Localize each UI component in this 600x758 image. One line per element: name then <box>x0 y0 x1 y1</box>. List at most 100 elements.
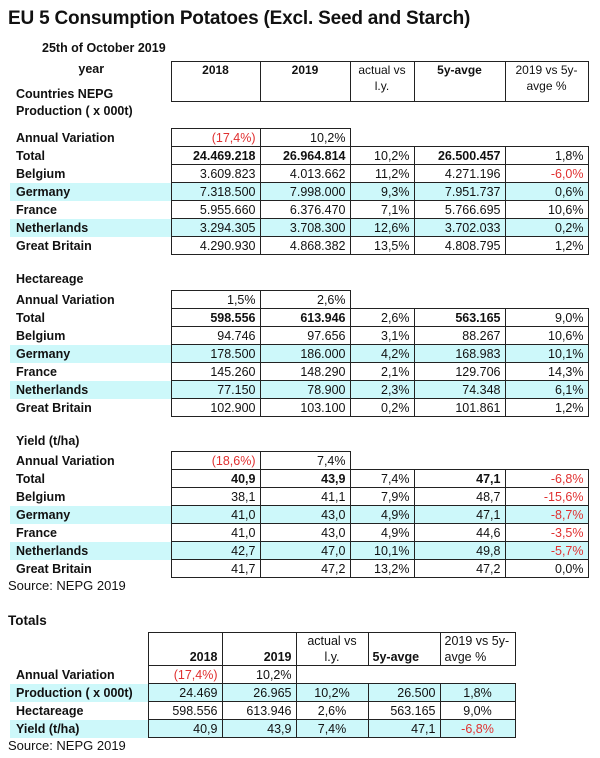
empty-cell <box>350 129 414 147</box>
value-cell: 10,2% <box>295 683 369 702</box>
header-cell: actual vs l.y. <box>349 61 415 102</box>
empty-cell <box>350 291 414 309</box>
empty-cell <box>440 666 515 684</box>
header-cell: 2019 <box>221 632 297 666</box>
table-row: Hectareage 598.556 613.946 2,6% 563.165 9,0% <box>10 701 516 720</box>
header-label: year <box>78 61 105 76</box>
main-header: year 2018 2019 actual vs l.y. 5y-avge 2019 vs… <box>10 61 589 102</box>
row-label: Belgium <box>16 328 66 343</box>
table-row: Germany 41,0 43,0 4,9% 47,1 -8,7% <box>10 505 589 524</box>
table-row: Belgium 94.746 97.656 3,1% 88.267 10,6% <box>10 326 589 345</box>
value-cell: 48,7 <box>413 487 506 506</box>
value-cell: 14,3% <box>504 362 589 381</box>
value-cell: 44,6 <box>413 523 506 542</box>
header-cell: actual vs l.y. <box>295 632 369 666</box>
row-label: Annual Variation <box>16 292 115 307</box>
value-cell: 0,2% <box>504 218 589 237</box>
value-cell: 94.746 <box>170 326 261 345</box>
data-table: Annual Variation (17,4%) 10,2% Total 24.469.… <box>10 128 589 255</box>
row-label: Belgium <box>16 166 66 181</box>
value-cell: 77.150 <box>170 380 261 399</box>
value-cell: -3,5% <box>504 523 589 542</box>
value-cell: 1,2% <box>504 398 589 417</box>
section-title: Hectareage <box>16 272 84 286</box>
row-label: Total <box>16 310 45 325</box>
value-cell: 3.294.305 <box>170 218 261 237</box>
value-cell: 103.100 <box>259 398 351 417</box>
header-cell: 5y-avge <box>413 61 506 102</box>
value-cell: 0,0% <box>504 559 589 578</box>
page-title: EU 5 Consumption Potatoes (Excl. Seed an… <box>8 8 471 29</box>
value-cell: 24.469 <box>147 683 223 702</box>
value-cell: 148.290 <box>259 362 351 381</box>
row-label: Total <box>16 148 45 163</box>
table-row: Belgium 38,1 41,1 7,9% 48,7 -15,6% <box>10 487 589 506</box>
value-cell: 6.376.470 <box>259 200 351 219</box>
row-label: France <box>16 202 57 217</box>
row-label: Germany <box>10 344 171 363</box>
value-cell: 3,1% <box>349 326 415 345</box>
row-label: Great Britain <box>16 238 92 253</box>
row-label: Production ( x 000t) <box>10 683 148 702</box>
value-cell: 4.271.196 <box>413 164 506 183</box>
value-cell: 9,3% <box>349 182 415 201</box>
value-cell: 4.868.382 <box>259 236 351 255</box>
row-label: Great Britain <box>16 400 92 415</box>
value-cell: 2,1% <box>349 362 415 381</box>
annual-variation-row: Annual Variation 1,5% 2,6% <box>10 290 588 309</box>
empty-cell <box>414 291 505 309</box>
row-label: Germany <box>10 182 171 201</box>
row-label: Germany <box>10 505 171 524</box>
value-cell: 9,0% <box>439 701 516 720</box>
totals-header-row: 2018 2019 actual vs l.y. 5y-avge 2019 vs 5y-… <box>10 632 516 666</box>
value-cell: 41,1 <box>259 487 351 506</box>
row-label: France <box>16 364 57 379</box>
value-cell: 7,9% <box>349 487 415 506</box>
totals-title: Totals <box>8 613 47 628</box>
source-note: Source: NEPG 2019 <box>8 578 126 593</box>
value-cell: 563.165 <box>367 701 441 720</box>
row-label: Annual Variation <box>16 667 115 682</box>
value-cell: 40,9 <box>147 719 223 738</box>
value-cell: 4.290.930 <box>170 236 261 255</box>
value-cell: 2,3% <box>349 380 415 399</box>
value-cell: (18,6%) <box>170 451 261 470</box>
table-row: Germany 178.500 186.000 4,2% 168.983 10,1% <box>10 344 589 363</box>
value-cell: 101.861 <box>413 398 506 417</box>
value-cell: 9,0% <box>504 308 589 327</box>
value-cell: 42,7 <box>170 541 261 560</box>
row-label: Great Britain <box>16 561 92 576</box>
row-label: Hectareage <box>16 703 84 718</box>
table-row: Belgium 3.609.823 4.013.662 11,2% 4.271.196-… <box>10 164 589 183</box>
value-cell: 26.500.457 <box>413 146 506 165</box>
value-cell: 5.955.660 <box>170 200 261 219</box>
value-cell: 7.951.737 <box>413 182 506 201</box>
table-row: Netherlands 42,7 47,0 10,1% 49,8 -5,7% <box>10 541 589 560</box>
value-cell: 7.998.000 <box>259 182 351 201</box>
value-cell: 78.900 <box>259 380 351 399</box>
table-row: Total 24.469.218 26.964.814 10,2% 26.500.457… <box>10 146 589 165</box>
value-cell: 10,6% <box>504 326 589 345</box>
value-cell: 12,6% <box>349 218 415 237</box>
header-cell: 2018 <box>170 61 261 102</box>
header-cell: 2019 <box>259 61 351 102</box>
report-date: 25th of October 2019 <box>42 41 166 55</box>
value-cell: 6,1% <box>504 380 589 399</box>
value-cell: 129.706 <box>413 362 506 381</box>
value-cell: 7,4% <box>295 719 369 738</box>
value-cell: 3.609.823 <box>170 164 261 183</box>
value-cell: 0,6% <box>504 182 589 201</box>
empty-cell <box>414 129 505 147</box>
table-row: France 41,0 43,0 4,9% 44,6 -3,5% <box>10 523 589 542</box>
value-cell: 49,8 <box>413 541 506 560</box>
value-cell: 4,9% <box>349 505 415 524</box>
value-cell: 10,1% <box>349 541 415 560</box>
value-cell: 41,0 <box>170 505 261 524</box>
empty-cell <box>505 129 588 147</box>
data-table: Annual Variation 1,5% 2,6% Total 598.556 613.… <box>10 290 589 417</box>
section-title: Countries NEPG <box>16 87 114 101</box>
value-cell: 47,0 <box>259 541 351 560</box>
value-cell: -6,0% <box>504 164 589 183</box>
value-cell: 10,6% <box>504 200 589 219</box>
table-row: Great Britain 102.900 103.100 0,2% 101.861 1,… <box>10 398 589 417</box>
